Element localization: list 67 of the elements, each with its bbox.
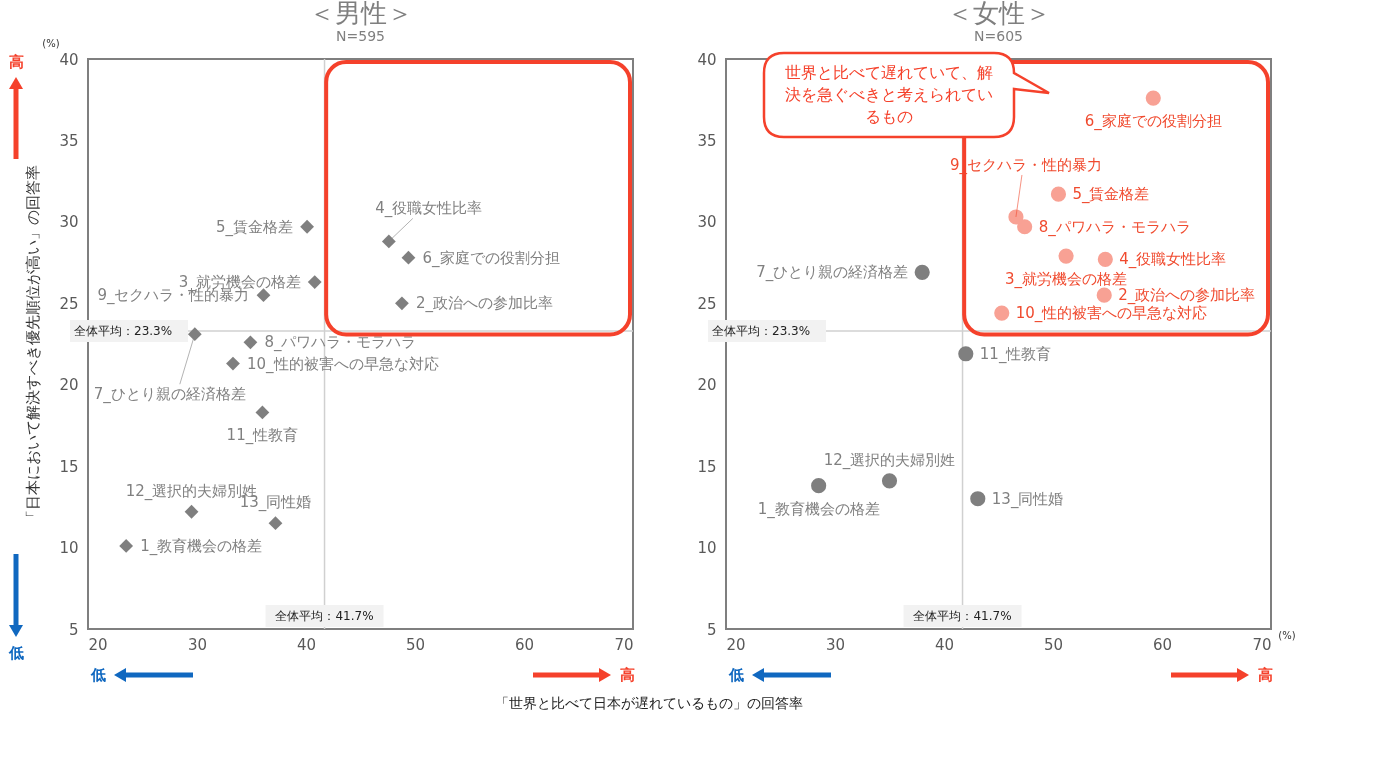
ref-line-label: 全体平均：41.7%: [913, 609, 1012, 623]
x-tick-label: 60: [1152, 635, 1173, 654]
y-tick-label: 5: [68, 620, 79, 639]
y-tick-label: 40: [59, 50, 79, 69]
x-tick-label: 70: [614, 635, 634, 654]
text: (%): [1278, 629, 1296, 641]
x-tick-label: 50: [1043, 635, 1064, 654]
chart-title: ＜女性＞: [946, 0, 1051, 28]
annotation: 11_性教育: [226, 426, 299, 446]
x-tick-label: 40: [934, 635, 955, 654]
y-tick-label: 25: [59, 294, 79, 313]
x-tick-label: 40: [296, 635, 317, 654]
y-tick-label: 10: [697, 539, 717, 558]
annotation: 12_選択的夫婦別姓: [823, 450, 956, 470]
annotation: 11_性教育: [979, 344, 1052, 364]
ref-line-label: 全体平均：41.7%: [275, 609, 374, 623]
y-tick-label: 20: [697, 376, 717, 395]
annotation: 8_パワハラ・モラハラ: [264, 333, 417, 353]
y-tick-label: 35: [59, 131, 79, 150]
y-axis-title: 「日本において解決すべき優先順位が高い」の回答率: [24, 164, 43, 525]
annotation: 1_教育機会の格差: [140, 536, 263, 556]
annotation: 7_ひとり親の経済格差: [756, 263, 909, 283]
y-tick-label: 20: [59, 376, 79, 395]
text: (%): [42, 37, 60, 49]
x-tick-label: 70: [1252, 635, 1272, 654]
annotation: 2_政治への参加比率: [1118, 286, 1256, 306]
annotation: 1_教育機会の格差: [757, 499, 880, 519]
text: 低: [8, 643, 24, 663]
x-tick-label: 30: [187, 635, 208, 654]
y-tick-label: 40: [697, 50, 717, 69]
y-tick-label: 30: [697, 213, 717, 232]
annotation: 13_同性婚: [991, 489, 1064, 509]
annotation: 10_性的被害への早急な対応: [1015, 304, 1208, 324]
annotation: 5_賃金格差: [216, 217, 294, 237]
y-tick-label: 35: [697, 131, 717, 150]
x-tick-label: 50: [405, 635, 426, 654]
text: 低: [728, 665, 744, 685]
chart-title: ＜男性＞: [308, 0, 413, 28]
y-tick-label: 30: [59, 213, 79, 232]
y-tick-label: 25: [697, 294, 717, 313]
annotation: 6_家庭での役割分担: [1084, 112, 1222, 132]
annotation: 2_政治への参加比率: [415, 294, 553, 314]
ref-line-label: 全体平均：23.3%: [712, 323, 811, 338]
annotation: 6_家庭での役割分担: [422, 248, 560, 268]
annotation: 4_役職女性比率: [375, 199, 483, 219]
chart-subtitle: N=605: [974, 28, 1023, 44]
y-tick-label: 10: [59, 539, 79, 558]
ref-line-label: 全体平均：23.3%: [74, 323, 173, 338]
annotation: 8_パワハラ・モラハラ: [1038, 217, 1191, 237]
annotation: 4_役職女性比率: [1119, 250, 1227, 270]
annotation: 7_ひとり親の経済格差: [93, 385, 246, 405]
x-tick-label: 30: [825, 635, 846, 654]
x-tick-label: 20: [726, 635, 746, 654]
y-tick-label: 5: [706, 620, 717, 639]
text: 高: [619, 665, 635, 685]
annotation: 世界と比べて遅れていて、解決を急ぐべきと考えられているもの: [784, 62, 994, 128]
text: 低: [90, 665, 106, 685]
x-axis-title: 「世界と比べて日本が遅れているもの」の回答率: [494, 695, 803, 711]
text: 高: [1257, 665, 1273, 685]
annotation: 5_賃金格差: [1072, 185, 1150, 205]
x-tick-label: 60: [514, 635, 535, 654]
annotation: 10_性的被害への早急な対応: [246, 354, 439, 374]
y-tick-label: 15: [697, 457, 717, 476]
text: 高: [8, 52, 24, 72]
y-tick-label: 15: [59, 457, 79, 476]
chart-subtitle: N=595: [336, 28, 385, 44]
x-tick-label: 20: [88, 635, 108, 654]
